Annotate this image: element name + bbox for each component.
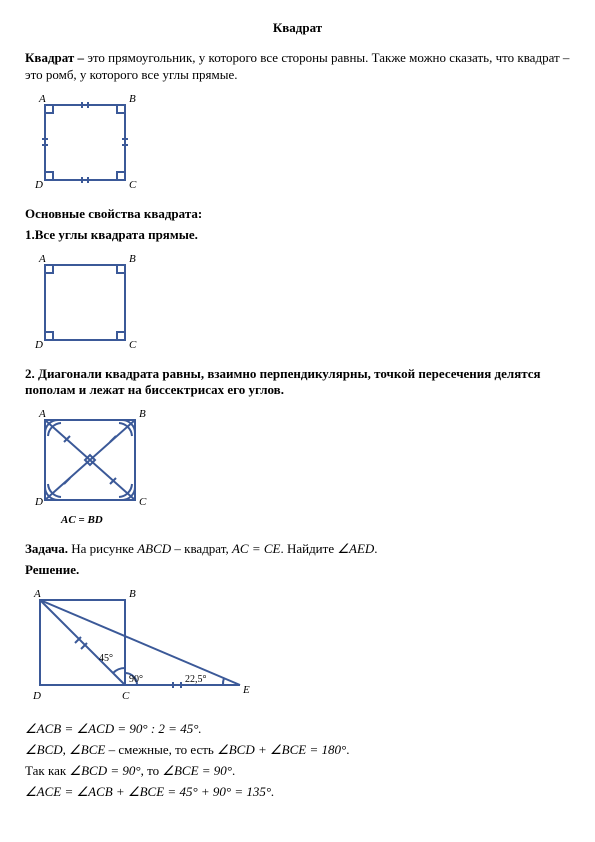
svg-text:B: B: [129, 93, 136, 105]
task-label: Задача.: [25, 541, 68, 556]
m2f: .: [346, 742, 349, 757]
task-abcd: ABCD: [137, 541, 171, 556]
property-2: 2. Диагонали квадрата равны, взаимно пер…: [25, 366, 570, 400]
definition: Квадрат – это прямоугольник, у которого …: [25, 50, 570, 84]
m3e: .: [232, 763, 235, 778]
task-t1: На рисунке: [68, 541, 137, 556]
svg-text:A: A: [33, 588, 41, 600]
m3a: Так как: [25, 763, 69, 778]
svg-text:45°: 45°: [99, 653, 113, 664]
svg-text:AC = BD: AC = BD: [60, 514, 103, 526]
math-line-1: ∠ACB = ∠ACD = 90° : 2 = 45°.: [25, 721, 570, 738]
svg-text:90°: 90°: [129, 674, 143, 685]
m3d: ∠BCE = 90°: [162, 763, 232, 778]
m3c: , то: [141, 763, 163, 778]
solution-label: Решение.: [25, 562, 570, 579]
svg-text:B: B: [139, 408, 146, 420]
svg-text:D: D: [34, 339, 43, 351]
m3b: ∠BCD = 90°: [69, 763, 140, 778]
math-line-2: ∠BCD, ∠BCE – смежные, то есть ∠BCD + ∠BC…: [25, 742, 570, 759]
property-1: 1.Все углы квадрата прямые.: [25, 227, 570, 244]
svg-text:E: E: [242, 684, 250, 696]
task-t4: .: [374, 541, 377, 556]
svg-text:D: D: [34, 179, 43, 191]
figure-task: A B C D E 45° 90° 22,5°: [25, 585, 255, 715]
svg-text:D: D: [34, 496, 43, 508]
svg-text:C: C: [122, 690, 130, 702]
properties-title: Основные свойства квадрата:: [25, 206, 570, 223]
m2e: ∠BCD + ∠BCE = 180°: [217, 742, 346, 757]
page-title: Квадрат: [25, 20, 570, 36]
m2c: ∠BCE: [69, 742, 105, 757]
svg-text:A: A: [38, 408, 46, 420]
svg-text:D: D: [32, 690, 41, 702]
task-angle: ∠AED: [337, 541, 374, 556]
def-text: это прямоугольник, у которого все сторон…: [25, 50, 569, 82]
figure-square-angles: A B C D: [25, 250, 155, 360]
figure-square-sides: A B C D: [25, 90, 155, 200]
math-line-4: ∠ACE = ∠ACB + ∠BCE = 45° + 90° = 135°.: [25, 784, 570, 801]
task-statement: Задача. На рисунке ABCD – квадрат, AC = …: [25, 541, 570, 558]
svg-text:B: B: [129, 588, 136, 600]
task-t3: . Найдите: [280, 541, 337, 556]
math-line-3: Так как ∠BCD = 90°, то ∠BCE = 90°.: [25, 763, 570, 780]
m2a: ∠BCD: [25, 742, 63, 757]
m2d: – смежные, то есть: [105, 742, 217, 757]
figure-square-diagonals: A B C D AC = BD: [25, 405, 165, 535]
svg-text:A: A: [38, 93, 46, 105]
svg-text:C: C: [129, 179, 137, 191]
svg-text:A: A: [38, 253, 46, 265]
svg-text:B: B: [129, 253, 136, 265]
svg-text:C: C: [139, 496, 147, 508]
svg-text:C: C: [129, 339, 137, 351]
task-t2: – квадрат,: [171, 541, 232, 556]
def-term: Квадрат –: [25, 50, 87, 65]
svg-text:22,5°: 22,5°: [185, 674, 207, 685]
task-eq: AC = CE: [232, 541, 281, 556]
